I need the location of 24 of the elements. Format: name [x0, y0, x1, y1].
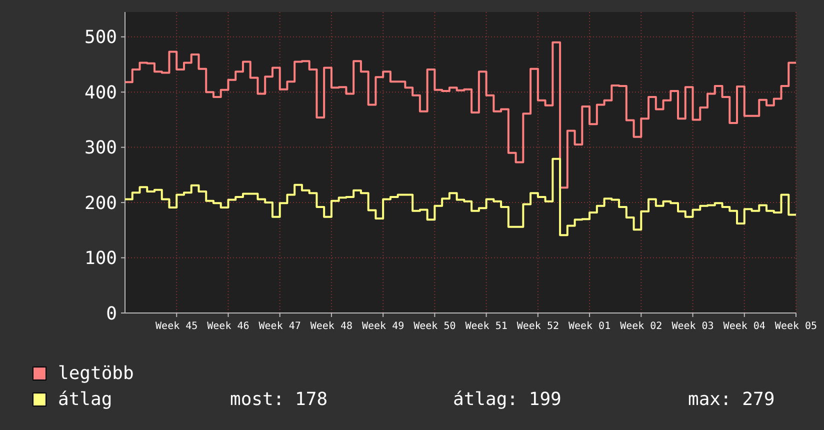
- legend-label: átlag: [58, 389, 112, 410]
- x-tick-label: Week 50: [414, 321, 456, 332]
- x-tick-label: Week 49: [362, 321, 404, 332]
- y-tick-label: 500: [84, 27, 117, 48]
- x-tick-label: Week 01: [568, 321, 611, 332]
- legend-label: legtöbb: [58, 363, 134, 384]
- text: max: 279: [688, 389, 775, 410]
- x-tick-label: Week 47: [258, 321, 301, 332]
- text: most: 178: [230, 389, 328, 410]
- x-tick-label: Week 48: [310, 321, 353, 332]
- x-tick-label: Week 52: [516, 321, 559, 332]
- x-tick-label: Week 03: [672, 321, 714, 332]
- y-tick-label: 400: [84, 82, 117, 104]
- y-tick-label: 100: [84, 248, 117, 270]
- x-tick-label: Week 04: [723, 321, 766, 332]
- text: átlag: 199: [453, 389, 562, 410]
- y-tick-label: 300: [84, 138, 117, 159]
- x-tick-label: Week 51: [465, 321, 508, 332]
- x-tick-label: Week 05: [774, 321, 818, 332]
- x-tick-label: Week 46: [207, 321, 250, 332]
- y-tick-label: 200: [84, 192, 117, 214]
- x-tick-label: Week 02: [620, 321, 662, 332]
- x-tick-label: Week 45: [156, 321, 198, 332]
- y-tick-label: 0: [106, 303, 117, 324]
